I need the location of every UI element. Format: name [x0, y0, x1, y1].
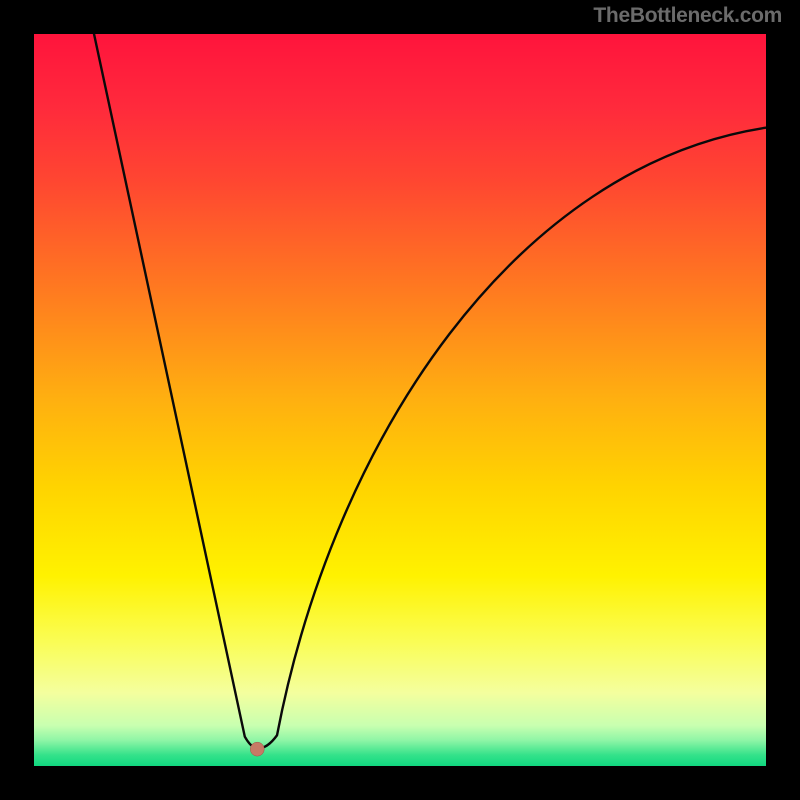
chart-svg — [34, 34, 766, 766]
plot-area — [34, 34, 766, 766]
gradient-background — [34, 34, 766, 766]
valley-marker — [250, 742, 264, 756]
chart-frame: TheBottleneck.com — [0, 0, 800, 800]
watermark-text: TheBottleneck.com — [593, 4, 782, 28]
